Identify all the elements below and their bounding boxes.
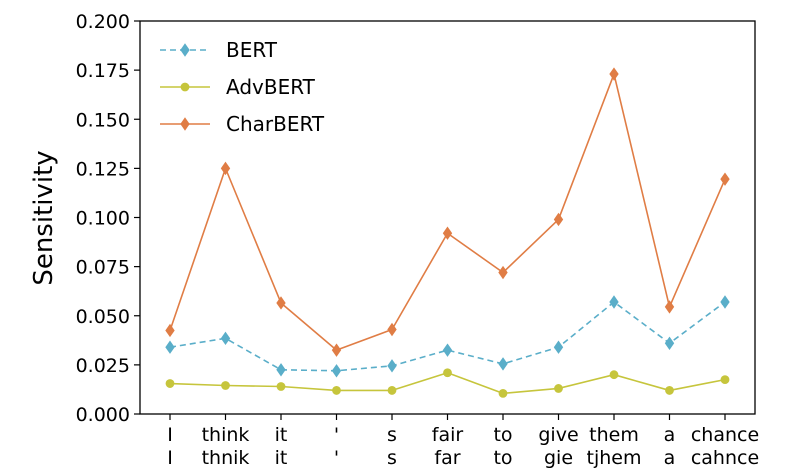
series-charbert (165, 67, 730, 357)
y-tick-label: 0.025 (76, 355, 130, 377)
data-point-advbert (443, 368, 452, 378)
legend-entry-bert: BERT (160, 38, 278, 62)
data-point-charbert (165, 323, 175, 338)
x-tick-label-perturbed: far (434, 447, 460, 469)
data-point-bert (553, 340, 564, 354)
y-tick-label: 0.150 (76, 109, 130, 131)
y-tick-label: 0.175 (76, 60, 130, 82)
y-tick-label: 0.000 (76, 404, 130, 426)
data-point-charbert (553, 212, 564, 227)
data-point-bert (387, 359, 397, 373)
y-tick-label: 0.050 (76, 306, 130, 328)
x-tick-label-perturbed: gie (544, 447, 573, 469)
data-point-bert (609, 295, 619, 309)
data-point-advbert (221, 381, 230, 390)
x-tick-label-perturbed: a (664, 447, 676, 469)
y-tick-label: 0.100 (76, 208, 130, 230)
data-point-charbert (276, 296, 286, 310)
series-bert (165, 295, 730, 378)
x-tick-label-perturbed: s (387, 447, 397, 469)
x-tick-label-original: fair (432, 424, 464, 446)
x-tick-label-original: a (664, 424, 676, 446)
series-layer (165, 67, 730, 398)
x-tick-label-perturbed: I (167, 447, 173, 469)
legend-marker-advbert (180, 82, 190, 92)
legend-entry-charbert: CharBERT (160, 112, 325, 136)
legend-label-advbert: AdvBERT (226, 75, 316, 99)
data-point-charbert (331, 343, 342, 357)
data-point-advbert (276, 382, 286, 391)
data-point-charbert (664, 300, 675, 314)
data-point-advbert (720, 375, 730, 385)
x-tick-label-perturbed: tjhem (587, 447, 642, 469)
data-point-advbert (332, 386, 341, 395)
x-tick-label-original: them (589, 424, 639, 446)
y-tick-label: 0.075 (76, 257, 130, 279)
data-point-bert (331, 364, 342, 378)
y-axis-title: Sensitivity (29, 150, 59, 285)
data-point-advbert (165, 379, 175, 388)
x-tick-label-perturbed: thnik (202, 447, 250, 469)
x-tick-label-original: think (202, 424, 250, 446)
data-point-bert (165, 340, 175, 354)
data-point-bert (720, 295, 730, 309)
data-point-bert (664, 336, 675, 350)
x-tick-label-original: chance (691, 424, 759, 446)
data-point-charbert (387, 322, 397, 337)
x-tick-label-perturbed: ' (334, 447, 339, 469)
x-tick-label-perturbed: to (493, 447, 512, 469)
legend: BERT AdvBERT CharBERT (160, 38, 325, 136)
data-point-bert (498, 357, 508, 371)
data-point-advbert (498, 388, 508, 398)
x-tick-label-original: s (387, 424, 397, 446)
series-advbert (165, 368, 730, 398)
legend-label-bert: BERT (226, 38, 278, 62)
x-tick-label-original: give (538, 424, 578, 446)
data-point-bert (442, 343, 453, 357)
legend-entry-advbert: AdvBERT (160, 75, 316, 99)
data-point-charbert (220, 161, 231, 176)
data-point-charbert (498, 265, 508, 280)
x-tick-label-original: ' (334, 424, 339, 446)
x-tick-label-original: it (275, 424, 288, 446)
legend-marker-bert (180, 43, 190, 57)
data-point-bert (220, 331, 231, 346)
x-tick-label-original: to (493, 424, 512, 446)
legend-label-charbert: CharBERT (226, 112, 325, 136)
data-point-charbert (609, 67, 619, 81)
y-axis: 0.000 0.025 0.050 0.075 0.100 0.125 0.150 0.175… (76, 11, 140, 426)
data-point-advbert (387, 386, 397, 395)
data-point-advbert (554, 384, 563, 393)
x-tick-label-original: I (167, 424, 173, 446)
y-tick-label: 0.200 (76, 11, 130, 33)
data-point-advbert (609, 370, 619, 380)
data-point-bert (276, 363, 286, 377)
legend-marker-charbert (180, 117, 190, 131)
data-point-charbert (442, 226, 453, 240)
y-tick-label: 0.125 (76, 158, 130, 180)
x-tick-label-perturbed: cahnce (691, 447, 759, 469)
data-point-charbert (720, 172, 730, 186)
x-tick-label-perturbed: it (275, 447, 288, 469)
data-point-advbert (665, 386, 674, 395)
